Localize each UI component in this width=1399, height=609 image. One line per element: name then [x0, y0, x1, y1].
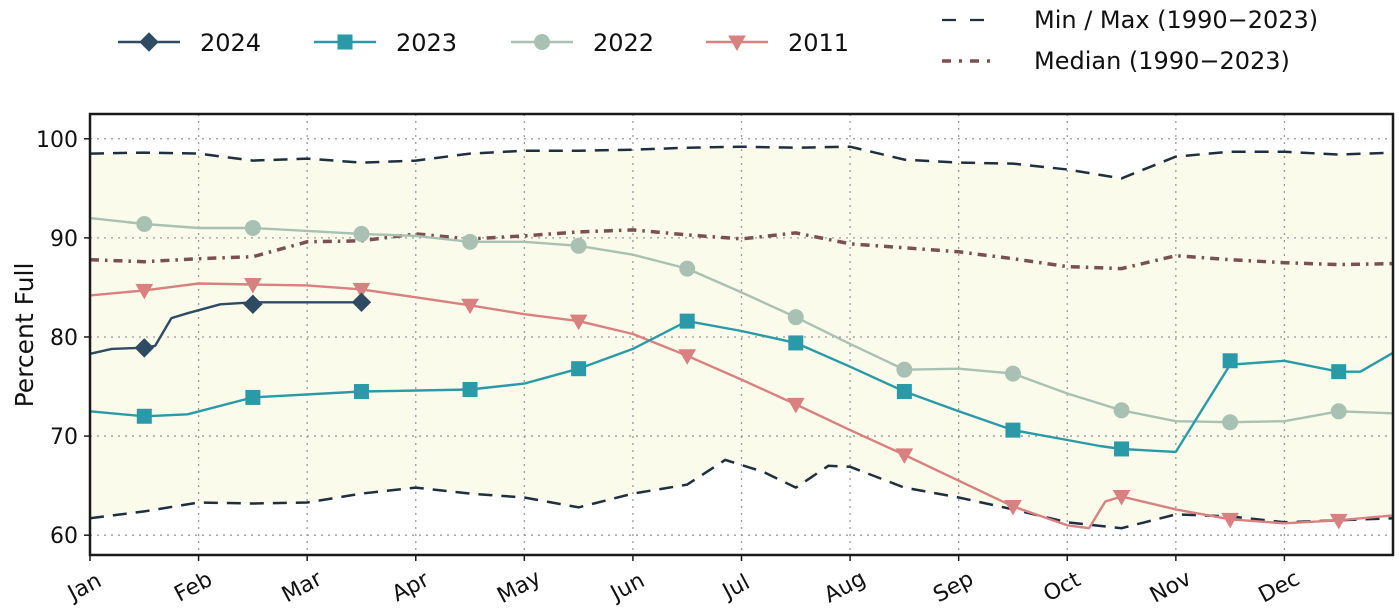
median-line	[89, 228, 1394, 271]
legend-item-median: Median (1990−2023)	[942, 47, 1290, 75]
marker-2011	[569, 314, 588, 331]
marker-2023	[788, 335, 804, 351]
marker-2023	[1114, 441, 1130, 457]
x-tick-label: Aug	[820, 566, 870, 608]
marker-2023	[462, 382, 478, 398]
legend-label: 2011	[788, 29, 849, 57]
marker-2022	[1113, 402, 1130, 419]
marker-2023	[1331, 364, 1347, 380]
legend-item-min-max: Min / Max (1990−2023)	[942, 6, 1318, 34]
series-markers	[134, 216, 1348, 530]
legend-item-2024: 2024	[118, 29, 261, 57]
marker-2011	[244, 277, 262, 294]
legend-label: 2022	[593, 29, 654, 57]
x-tick-label: Oct	[1040, 567, 1086, 607]
marker-2011	[895, 448, 914, 464]
marker-2011	[1221, 512, 1239, 529]
legend-swatch-marker	[337, 34, 353, 50]
x-tick-label: Sep	[929, 566, 977, 608]
x-axis-ticks: Jan Feb Mar Apr May Jun Jul Aug Sep Oct Nov Dec	[62, 555, 1304, 609]
x-tick-label: Mar	[278, 566, 327, 608]
grid-lines	[90, 114, 1393, 555]
y-tick-label: 70	[50, 425, 78, 450]
marker-2011	[461, 298, 479, 315]
y-axis-title: Percent Full	[10, 263, 39, 408]
x-tick-label: Dec	[1255, 566, 1304, 608]
marker-2023	[1222, 353, 1238, 369]
marker-2011	[1112, 490, 1131, 506]
marker-2023	[571, 361, 587, 377]
legend-swatch-marker	[534, 34, 550, 50]
y-tick-label: 90	[50, 227, 78, 252]
marker-2023	[245, 389, 261, 405]
marker-2023	[353, 383, 369, 399]
legend-item-2022: 2022	[511, 29, 654, 57]
marker-2022	[896, 361, 913, 378]
legend-label: 2024	[200, 29, 261, 57]
marker-2022	[244, 219, 261, 236]
legend-item-2011: 2011	[706, 29, 849, 57]
series-line-2024	[89, 301, 362, 355]
legend-swatch-marker	[139, 32, 159, 52]
marker-2022	[787, 309, 804, 326]
y-axis-ticks: 60 70 80 90 100	[36, 128, 90, 549]
marker-2011	[352, 282, 371, 299]
y-tick-label: 100	[36, 128, 78, 153]
marker-2022	[1004, 365, 1021, 382]
y-tick-label: 80	[50, 326, 78, 351]
x-tick-label: Feb	[170, 567, 216, 607]
x-tick-label: Jun	[605, 568, 649, 607]
legend-label: Min / Max (1990−2023)	[1034, 6, 1318, 34]
marker-2011	[786, 397, 805, 414]
max-line	[89, 145, 1394, 180]
legend-swatch-marker	[728, 35, 746, 52]
marker-2011	[678, 349, 697, 365]
marker-2022	[1330, 403, 1347, 420]
marker-2022	[679, 260, 696, 277]
x-tick-label: Jul	[717, 570, 754, 605]
x-tick-label: Jan	[62, 568, 105, 607]
marker-2011	[1004, 499, 1022, 516]
y-tick-label: 60	[50, 524, 78, 549]
marker-2023	[679, 313, 695, 329]
marker-2024	[243, 294, 263, 314]
marker-2024	[134, 338, 154, 358]
marker-2022	[353, 225, 370, 242]
marker-2024	[351, 292, 372, 312]
legend-label: Median (1990−2023)	[1034, 47, 1290, 75]
x-tick-label: Apr	[388, 567, 434, 607]
marker-2022	[136, 216, 153, 233]
marker-2022	[570, 237, 587, 254]
marker-2023	[136, 408, 152, 424]
marker-2022	[462, 233, 479, 250]
legend-label: 2023	[396, 29, 457, 57]
x-tick-label: May	[493, 566, 545, 609]
legend: 2024 2023 2022 2011 Min / Max (1990−2023) Med…	[118, 6, 1318, 75]
marker-2011	[135, 283, 154, 300]
marker-2022	[1222, 414, 1239, 431]
reference-lines	[89, 145, 1394, 530]
series-line-2022	[89, 216, 1394, 424]
marker-2023	[1005, 422, 1021, 438]
marker-2023	[896, 383, 912, 399]
marker-2011	[1329, 513, 1348, 530]
x-tick-label: Nov	[1146, 566, 1196, 608]
min-line	[89, 458, 1394, 530]
legend-item-2023: 2023	[314, 29, 457, 57]
